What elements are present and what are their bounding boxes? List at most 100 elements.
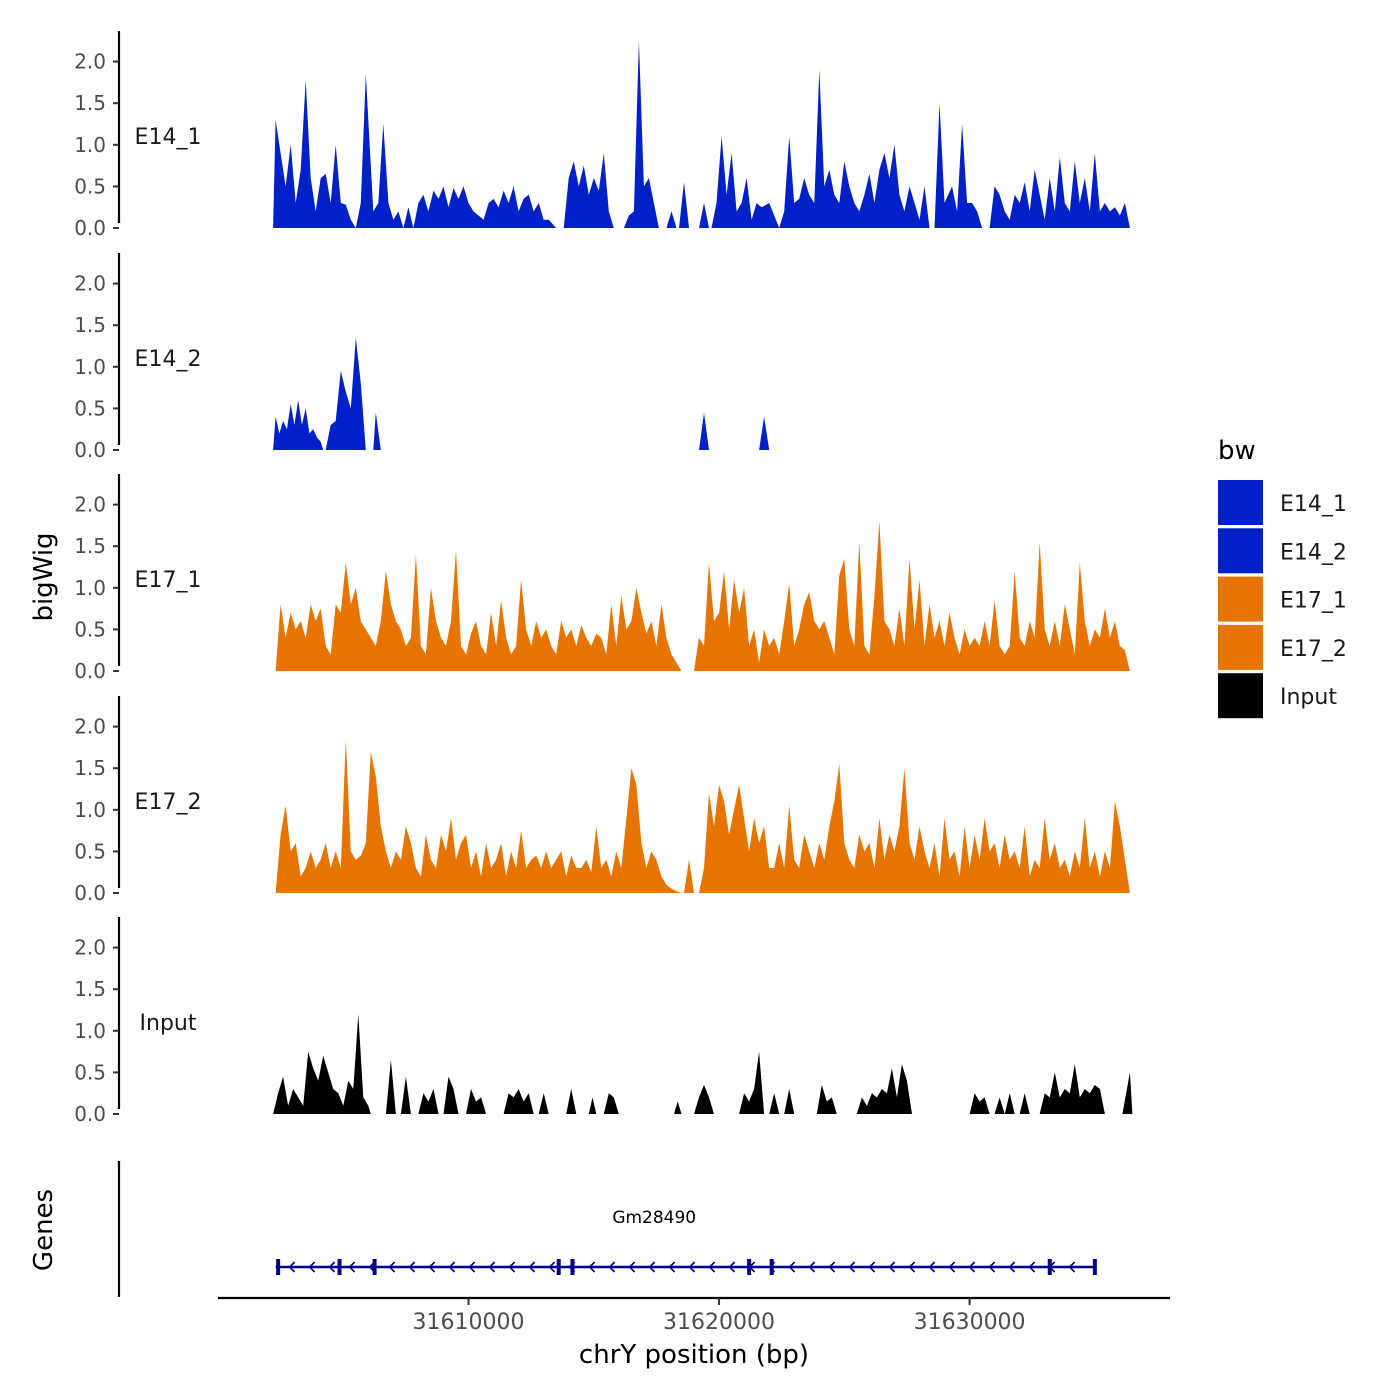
area-input — [674, 1101, 682, 1114]
area-input — [566, 1089, 577, 1114]
track-label-e14-1: E14_1 — [135, 125, 202, 150]
exon — [747, 1259, 752, 1275]
track-label-input: Input — [140, 1011, 197, 1036]
strand-arrow — [548, 1261, 556, 1273]
legend-label-e14-1: E14_1 — [1280, 492, 1347, 517]
strand-arrow — [508, 1261, 516, 1273]
y-tick-label: 0.5 — [74, 839, 106, 863]
strand-arrow — [408, 1261, 416, 1273]
area-input — [400, 1076, 411, 1114]
x-tick-label: 31610000 — [413, 1310, 525, 1335]
y-tick-label: 1.0 — [74, 355, 106, 379]
strand-arrow — [708, 1261, 716, 1273]
y-tick-label: 0.5 — [74, 174, 106, 198]
area-input — [969, 1093, 990, 1114]
area-input — [418, 1089, 439, 1114]
area-e14-2 — [373, 412, 381, 450]
area-input — [769, 1093, 780, 1114]
y-tick-label: 1.0 — [74, 1019, 106, 1043]
y-tick-label: 2.0 — [74, 715, 106, 739]
strand-arrow — [348, 1261, 356, 1273]
legend-key-e17-1 — [1218, 576, 1263, 622]
gene-name-label: Gm28490 — [612, 1208, 696, 1228]
strand-arrow — [968, 1261, 976, 1273]
y-tick-label: 1.5 — [74, 91, 106, 115]
strand-arrow — [628, 1261, 636, 1273]
strand-arrow — [868, 1261, 876, 1273]
area-e14-1 — [934, 103, 983, 228]
track-label-e14-2: E14_2 — [135, 347, 202, 372]
legend-key-e17-2 — [1218, 624, 1263, 670]
strand-arrow — [488, 1261, 496, 1273]
strand-arrow — [888, 1261, 896, 1273]
area-e17-2 — [699, 764, 1130, 893]
area-e14-1 — [711, 69, 930, 229]
strand-arrow — [588, 1261, 596, 1273]
strand-arrow — [468, 1261, 476, 1273]
track-label-e17-1: E17_1 — [135, 568, 202, 593]
area-input — [1004, 1093, 1015, 1114]
area-e14-1 — [989, 153, 1130, 228]
track-input: 0.0 0.5 1.0 1.5 2.0 Input — [74, 917, 1133, 1126]
legend-label-e17-2: E17_2 — [1280, 637, 1347, 662]
x-tick-label: 31620000 — [663, 1310, 775, 1335]
area-e14-2 — [273, 400, 324, 450]
area-input — [739, 1051, 765, 1114]
strand-arrow — [428, 1261, 436, 1273]
strand-arrow — [668, 1261, 676, 1273]
genes-axis-title: Genes — [29, 1189, 59, 1271]
strand-arrow — [908, 1261, 916, 1273]
legend-label-e14-2: E14_2 — [1280, 540, 1347, 565]
gene-model: Gm28490 — [275, 1208, 1097, 1275]
strand-arrow — [528, 1261, 536, 1273]
strand-arrow — [808, 1261, 816, 1273]
area-input — [694, 1084, 714, 1114]
y-tick-label: 0.0 — [74, 216, 106, 240]
area-input — [443, 1076, 459, 1114]
area-e14-2 — [699, 412, 709, 450]
area-e14-1 — [666, 211, 677, 228]
y-tick-label: 1.0 — [74, 798, 106, 822]
y-tick-label: 2.0 — [74, 936, 106, 960]
strand-arrow — [308, 1261, 316, 1273]
y-tick-label: 1.5 — [74, 534, 106, 558]
exon — [769, 1259, 774, 1275]
y-tick-label: 0.5 — [74, 1060, 106, 1084]
strand-arrow — [648, 1261, 656, 1273]
area-e14-2 — [325, 337, 366, 450]
strand-arrow — [948, 1261, 956, 1273]
y-tick-label: 0.5 — [74, 617, 106, 641]
y-tick-label: 0.0 — [74, 659, 106, 683]
area-input — [816, 1084, 837, 1114]
strand-arrow — [928, 1261, 936, 1273]
exon — [276, 1259, 281, 1275]
strand-arrow — [288, 1261, 296, 1273]
area-input — [385, 1059, 396, 1114]
y-tick-label: 1.0 — [74, 133, 106, 157]
area-e17-1 — [275, 550, 682, 671]
area-e14-2 — [759, 416, 770, 450]
track-e17-2: 0.0 0.5 1.0 1.5 2.0 E17_2 — [74, 696, 1130, 905]
x-tick-label: 31630000 — [914, 1310, 1026, 1335]
strand-arrow — [848, 1261, 856, 1273]
strand-arrow — [988, 1261, 996, 1273]
legend-key-e14-1 — [1218, 480, 1263, 525]
area-e14-1 — [273, 74, 557, 228]
y-tick-label: 1.5 — [74, 756, 106, 780]
exon — [1047, 1259, 1052, 1275]
y-tick-label: 1.5 — [74, 313, 106, 337]
x-axis-title: chrY position (bp) — [579, 1340, 809, 1370]
genes-panel: Gm28490 — [117, 1161, 1097, 1297]
y-tick-label: 2.0 — [74, 272, 106, 296]
area-input — [466, 1089, 487, 1114]
gene-gm28490: Gm28490 — [275, 1208, 1097, 1275]
strand-arrow — [608, 1261, 616, 1273]
exon — [570, 1259, 575, 1275]
area-e17-2 — [684, 859, 694, 893]
strand-arrow — [728, 1261, 736, 1273]
area-input — [273, 1014, 371, 1114]
area-input — [784, 1089, 795, 1114]
y-tick-label: 0.0 — [74, 438, 106, 462]
y-axis-title: bigWig — [29, 532, 59, 621]
strand-arrow — [448, 1261, 456, 1273]
